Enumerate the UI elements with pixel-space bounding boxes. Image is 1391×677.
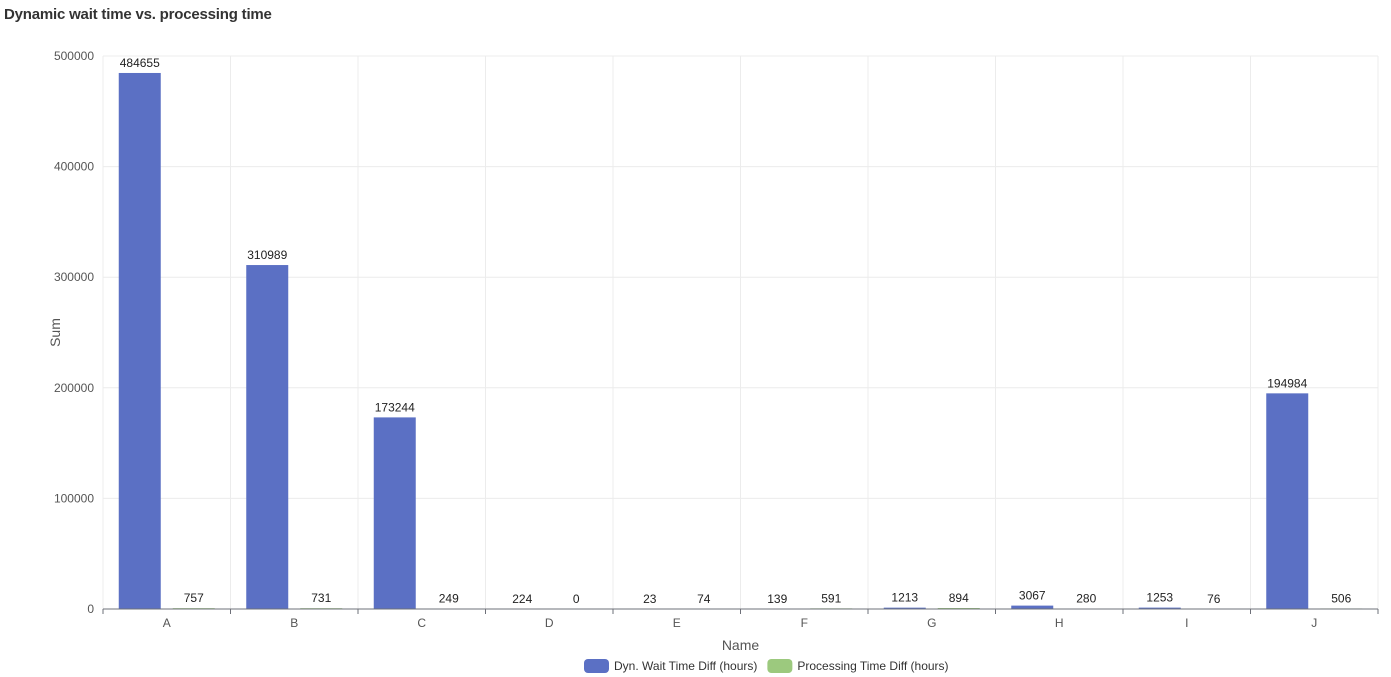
processing-time-label-i: 76 (1207, 592, 1221, 606)
wait-time-label-d: 224 (512, 592, 532, 606)
x-tick-label: A (163, 616, 171, 630)
grid-lines (102, 55, 1379, 609)
wait-time-bar-j (1266, 393, 1309, 609)
legend-swatch-wait-time (584, 659, 609, 673)
processing-time-label-e: 74 (697, 592, 711, 606)
wait-time-bar-b (246, 265, 289, 609)
wait-time-label-e: 23 (643, 592, 657, 606)
wait-time-bar-a (118, 72, 161, 610)
x-tick-label: J (1311, 616, 1317, 630)
chart-title: Dynamic wait time vs. processing time (4, 6, 272, 23)
processing-time-label-b: 731 (311, 591, 331, 605)
wait-time-label-h: 3067 (1019, 589, 1046, 603)
x-tick-label: F (801, 616, 808, 630)
x-tick-label: I (1185, 616, 1188, 630)
wait-time-bar-i (1138, 607, 1181, 609)
x-tick-label: D (545, 616, 554, 630)
bars (118, 72, 1363, 610)
y-axis-title: Sum (47, 318, 63, 347)
wait-time-label-c: 173244 (375, 400, 415, 414)
wait-time-label-j: 194984 (1267, 376, 1307, 390)
processing-time-label-d: 0 (573, 592, 580, 606)
legend-swatch-processing-time (767, 659, 793, 673)
wait-time-bar-c (373, 417, 416, 609)
legend-label-processing-time: Processing Time Diff (hours) (797, 659, 948, 673)
x-tick-label: G (927, 616, 936, 630)
y-tick-label: 300000 (54, 270, 94, 284)
y-tick-label: 400000 (54, 160, 94, 174)
processing-time-label-h: 280 (1076, 592, 1096, 606)
x-tick-label: E (673, 616, 681, 630)
processing-time-label-f: 591 (821, 591, 841, 605)
x-axis-title: Name (722, 637, 760, 653)
wait-time-label-g: 1213 (891, 591, 918, 605)
wait-time-bar-h (1011, 605, 1054, 609)
y-tick-label: 100000 (54, 491, 94, 505)
processing-time-label-c: 249 (439, 592, 459, 606)
wait-time-bar-g (883, 607, 926, 609)
legend-label-wait-time: Dyn. Wait Time Diff (hours) (614, 659, 757, 673)
y-tick-label: 0 (87, 602, 94, 616)
legend: Dyn. Wait Time Diff (hours) Processing Ti… (584, 659, 949, 673)
wait-time-label-i: 1253 (1146, 591, 1173, 605)
processing-time-label-a: 757 (184, 591, 204, 605)
processing-time-label-j: 506 (1331, 591, 1351, 605)
y-tick-label: 200000 (54, 381, 94, 395)
wait-time-label-b: 310989 (247, 248, 287, 262)
x-tick-label: H (1055, 616, 1064, 630)
processing-time-label-g: 894 (949, 591, 969, 605)
wait-time-label-a: 484655 (120, 56, 160, 70)
axes: 0 100000 200000 300000 400000 500000 A B C D E F G H I… (54, 49, 1379, 630)
x-tick-label: B (290, 616, 298, 630)
y-tick-label: 500000 (54, 49, 94, 63)
data-labels: 484655 757 310989 731 173244 249 224 0 23 74 139 59… (120, 56, 1352, 606)
x-tick-label: C (417, 616, 426, 630)
wait-time-label-f: 139 (767, 592, 787, 606)
